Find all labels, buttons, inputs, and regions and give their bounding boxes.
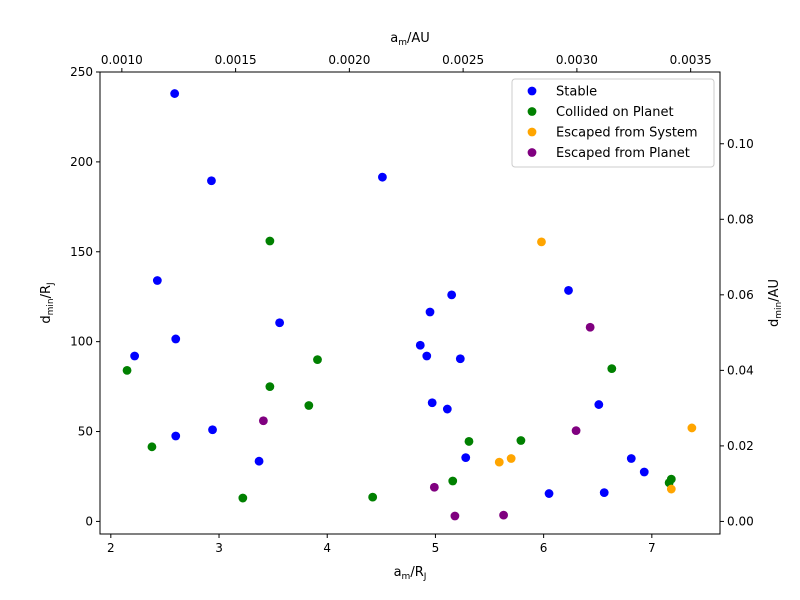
data-point — [378, 172, 387, 182]
right-y-axis: 0.00 0.02 0.04 0.06 0.08 0.10 — [720, 137, 754, 528]
data-point — [427, 398, 437, 408]
legend-label: Stable — [556, 85, 597, 100]
right-y-tick-label: 0.06 — [727, 288, 754, 302]
x-tick-label: 2 — [107, 541, 115, 555]
data-point — [275, 318, 285, 328]
top-x-tick-label: 0.0025 — [442, 53, 484, 67]
right-y-tick-label: 0.02 — [727, 439, 754, 453]
data-point — [585, 322, 595, 332]
data-point — [130, 351, 140, 361]
series-group — [258, 322, 595, 521]
y-tick-label: 250 — [70, 65, 93, 79]
data-point — [499, 510, 508, 520]
data-point — [171, 431, 181, 441]
data-point — [238, 493, 248, 503]
legend-label: Collided on Planet — [556, 105, 674, 120]
series-group — [122, 236, 676, 503]
top-x-tick-label: 0.0030 — [556, 53, 598, 67]
data-point — [313, 355, 322, 365]
data-point — [368, 492, 378, 502]
data-point — [122, 366, 132, 375]
data-point — [626, 454, 636, 463]
legend-label: Escaped from Planet — [556, 146, 690, 161]
data-point — [516, 436, 526, 445]
data-point — [450, 511, 460, 521]
legend-frame — [511, 78, 715, 168]
x-tick-label: 5 — [432, 541, 440, 555]
plot-frame — [99, 71, 721, 535]
y-tick-label: 50 — [78, 425, 93, 439]
right-y-axis-title: dmin/AU — [767, 279, 784, 327]
y-tick-label: 150 — [70, 245, 93, 259]
y-tick-label: 0 — [85, 514, 93, 528]
top-x-tick-label: 0.0015 — [215, 53, 257, 67]
series-group — [494, 237, 697, 494]
data-point — [265, 236, 275, 246]
data-point — [207, 176, 216, 186]
data-point — [422, 351, 432, 361]
data-point — [594, 400, 604, 409]
y-tick-label: 100 — [70, 335, 93, 349]
data-point — [152, 276, 162, 285]
data-point — [425, 307, 435, 317]
top-x-tick-label: 0.0035 — [670, 53, 712, 67]
top-x-axis-title: am/AU — [390, 31, 430, 48]
data-point — [455, 354, 465, 364]
data-point — [147, 442, 157, 452]
x-tick-label: 7 — [648, 541, 656, 555]
legend-label: Escaped from System — [556, 126, 698, 141]
data-points — [122, 89, 697, 521]
top-x-tick-label: 0.0020 — [328, 53, 370, 67]
top-x-tick-label: 0.0010 — [101, 53, 143, 67]
x-tick-label: 4 — [323, 541, 331, 555]
data-point — [494, 457, 504, 467]
data-point — [258, 416, 268, 426]
right-y-tick-label: 0.08 — [727, 212, 754, 226]
data-point — [447, 290, 457, 300]
data-point — [265, 382, 275, 391]
data-point — [448, 476, 458, 486]
legend-marker — [527, 148, 537, 157]
top-x-axis: 0.0010 0.0015 0.0020 0.0025 0.0030 0.0035 — [101, 53, 712, 72]
legend-marker — [527, 127, 537, 137]
bottom-x-axis: 2 3 4 5 6 7 — [107, 534, 656, 555]
data-point — [461, 453, 471, 462]
data-point — [571, 426, 581, 436]
x-axis-title: am/RJ — [394, 565, 427, 582]
data-point — [170, 89, 180, 98]
legend: Stable Collided on Planet Escaped from Sys… — [511, 78, 715, 168]
right-y-tick-label: 0.00 — [727, 514, 754, 528]
legend-marker — [527, 107, 537, 116]
data-point — [687, 423, 697, 433]
data-point — [464, 437, 474, 446]
data-point — [304, 401, 314, 410]
right-y-tick-label: 0.04 — [727, 363, 754, 377]
data-point — [171, 334, 181, 344]
x-tick-label: 3 — [215, 541, 223, 555]
data-point — [429, 482, 439, 492]
data-point — [666, 474, 676, 484]
y-axis-title: dmin/RJ — [39, 282, 56, 323]
data-point — [544, 489, 554, 498]
data-point — [442, 404, 452, 414]
data-point — [254, 456, 264, 466]
left-y-axis: 0 50 100 150 200 250 — [70, 65, 100, 528]
data-point — [607, 364, 617, 374]
data-point — [666, 484, 676, 494]
data-point — [506, 454, 516, 463]
right-y-tick-label: 0.10 — [727, 137, 754, 151]
data-point — [415, 340, 425, 350]
data-point — [564, 286, 573, 295]
data-point — [537, 237, 546, 247]
x-tick-label: 6 — [540, 541, 548, 555]
data-point — [639, 467, 649, 477]
data-point — [208, 425, 217, 435]
y-tick-label: 200 — [70, 155, 93, 169]
data-point — [599, 488, 609, 498]
series-group — [130, 89, 649, 498]
legend-marker — [527, 86, 537, 96]
